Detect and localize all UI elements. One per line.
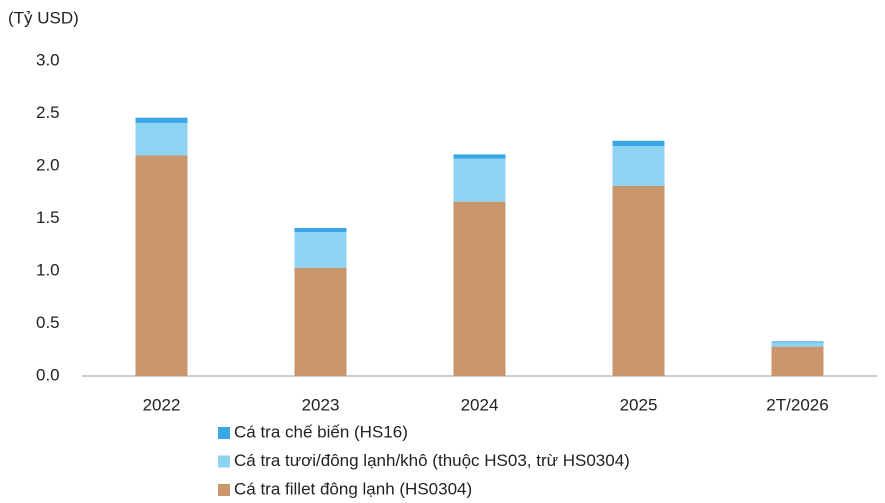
legend-label: Cá tra fillet đông lạnh (HS0304): [234, 479, 472, 498]
bar-segment: [135, 122, 188, 156]
bar-segment: [771, 341, 824, 343]
bar-segment: [453, 158, 506, 202]
y-tick-label: 3.0: [36, 50, 60, 69]
legend-label: Cá tra tươi/đông lạnh/khô (thuộc HS03, t…: [234, 451, 630, 470]
bar-segment: [453, 154, 506, 159]
y-tick-label: 2.0: [36, 155, 60, 174]
legend-swatch: [218, 427, 230, 439]
bar-segment: [294, 232, 347, 268]
x-tick-label: 2025: [620, 395, 658, 414]
bar-segment: [453, 201, 506, 376]
x-tick-label: 2024: [461, 395, 499, 414]
y-axis-label: (Tỷ USD): [8, 8, 79, 27]
bar-segment: [135, 155, 188, 376]
y-tick-label: 1.0: [36, 260, 60, 279]
bar-segment: [771, 342, 824, 347]
legend-swatch: [218, 455, 230, 468]
y-tick-label: 0.5: [36, 313, 60, 332]
bar-segment: [612, 146, 665, 186]
bar-segment: [294, 227, 347, 233]
x-tick-label: 2T/2026: [766, 395, 828, 414]
bar-segment: [612, 185, 665, 376]
x-tick-label: 2022: [143, 395, 181, 414]
legend-label: Cá tra chế biến (HS16): [234, 422, 408, 441]
y-tick-label: 2.5: [36, 103, 60, 122]
bar-segment: [135, 117, 188, 123]
y-tick-label: 1.5: [36, 208, 60, 227]
bar-segment: [612, 140, 665, 147]
x-tick-label: 2023: [302, 395, 340, 414]
y-tick-label: 0.0: [36, 365, 60, 384]
legend-swatch: [218, 484, 230, 496]
bar-segment: [294, 267, 347, 376]
bar-segment: [771, 346, 824, 376]
